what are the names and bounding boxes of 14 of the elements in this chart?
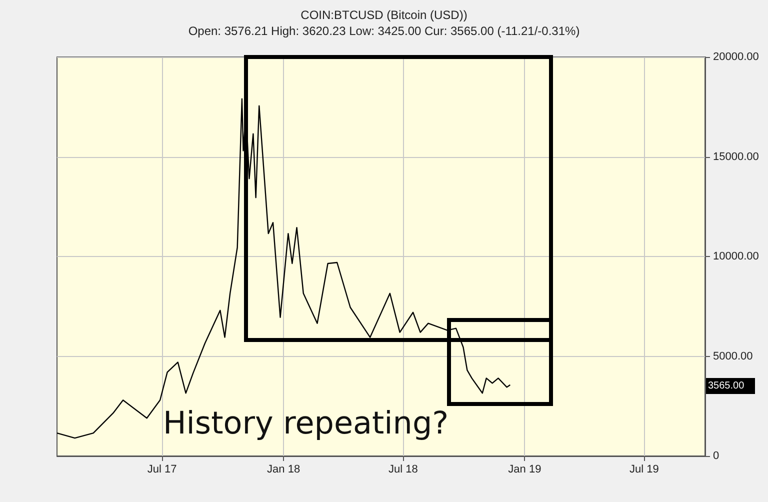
annotation: History repeating? (163, 406, 449, 442)
y-tick-label: 5000.00 (713, 350, 753, 362)
x-tick-label: Jul 19 (630, 464, 659, 476)
chart-subtitle: Open: 3576.21 High: 3620.23 Low: 3425.00 Cur: 3565.00 (-11.21/-0.31%) (188, 24, 580, 38)
text: 3565.00 (708, 380, 745, 392)
x-tick-label: Jan 19 (508, 464, 542, 476)
y-tick-label: 0 (713, 450, 720, 462)
x-tick-label: Jul 17 (147, 464, 177, 476)
chart-title: COIN:BTCUSD (Bitcoin (USD)) (300, 8, 468, 22)
x-tick-label: Jan 18 (267, 464, 300, 476)
x-tick-label: Jul 18 (388, 464, 418, 476)
y-tick-label: 20000.00 (713, 51, 759, 63)
y-tick-label: 10000.00 (713, 250, 759, 262)
y-tick-label: 15000.00 (713, 150, 759, 163)
